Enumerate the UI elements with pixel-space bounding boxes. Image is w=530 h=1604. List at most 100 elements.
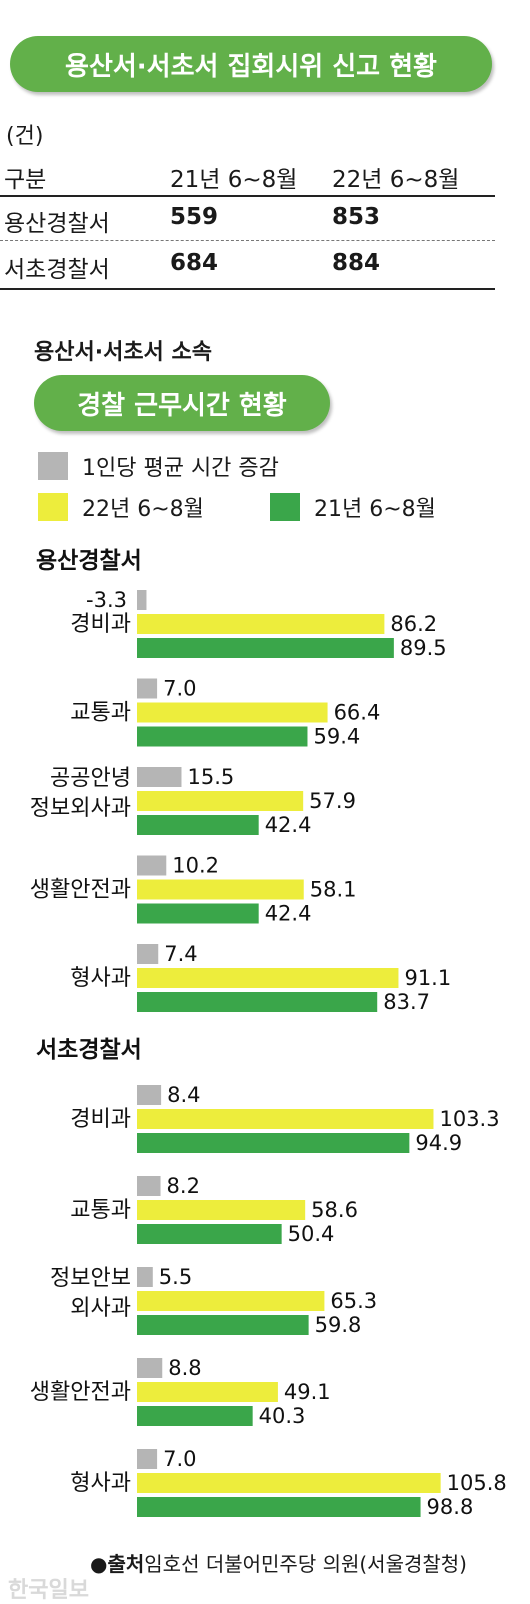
table-divider (0, 195, 495, 197)
category-label: 경비과 (70, 612, 131, 637)
data-label: 98.8 (427, 1495, 474, 1519)
data-label: 50.4 (288, 1222, 335, 1246)
bar-2022 (137, 1382, 278, 1402)
bar-diff (137, 767, 182, 787)
data-label: 7.0 (163, 1447, 196, 1471)
data-label: 58.6 (311, 1198, 358, 1222)
data-label: 65.3 (330, 1289, 377, 1313)
bar-2021 (137, 1224, 282, 1244)
data-label: -3.3 (86, 588, 127, 612)
bar-diff (137, 855, 167, 876)
category-label: 정보안보 (50, 1266, 131, 1291)
table-header-cell: 구분 (4, 167, 47, 193)
bar-diff (137, 1449, 158, 1469)
legend-swatch-yellow (38, 493, 68, 521)
bar-diff (137, 1267, 153, 1287)
table-cell: 684 (170, 250, 219, 276)
bar-2022 (137, 879, 304, 900)
category-label: 정보외사과 (30, 796, 131, 821)
data-label: 42.4 (265, 902, 312, 926)
unit-label: (건) (6, 124, 44, 149)
category-label: 생활안전과 (30, 878, 131, 903)
bar-2022 (137, 1473, 441, 1493)
legend-item: 22년 6~8월 (38, 487, 204, 527)
legend-label: 21년 6~8월 (314, 497, 436, 522)
data-label: 103.3 (439, 1107, 499, 1131)
legend-swatch-gray (38, 452, 68, 480)
table-cell: 용산경찰서 (4, 211, 110, 237)
bar-diff (137, 590, 147, 610)
data-label: 5.5 (159, 1265, 192, 1289)
bar-2022 (137, 968, 399, 988)
data-label: 58.1 (310, 878, 357, 902)
bar-2022 (137, 1109, 434, 1129)
section-label: 서초경찰서 (36, 1037, 142, 1063)
bar-2022 (137, 614, 385, 634)
data-label: 15.5 (187, 765, 234, 789)
data-label: 7.0 (163, 677, 196, 701)
data-label: 66.4 (334, 701, 381, 725)
data-label: 86.2 (390, 612, 437, 636)
category-label: 공공안녕 (50, 766, 131, 791)
bar-2022 (137, 702, 328, 723)
category-label: 생활안전과 (30, 1380, 131, 1405)
table-cell: 853 (332, 204, 381, 230)
data-label: 10.2 (172, 854, 219, 878)
bar-2021 (137, 1315, 309, 1335)
source-label: 출처 (107, 1552, 145, 1576)
table-cell: 서초경찰서 (4, 257, 110, 283)
bar-2021 (137, 992, 378, 1012)
bar-diff (137, 944, 159, 964)
data-label: 40.3 (259, 1404, 306, 1428)
bar-diff (137, 1085, 162, 1105)
bar-diff (137, 1176, 161, 1196)
bar-2021 (137, 638, 394, 658)
data-label: 57.9 (309, 789, 356, 813)
data-label: 89.5 (400, 636, 447, 660)
table-header-cell: 21년 6~8월 (170, 167, 298, 193)
data-label: 59.4 (313, 725, 360, 749)
category-label: 외사과 (70, 1296, 131, 1321)
publisher-logo: 한국일보 (8, 1578, 89, 1603)
chart-subtitle: 용산서·서초서 소속 (34, 340, 212, 365)
data-label: 8.8 (168, 1356, 201, 1380)
bar-2021 (137, 726, 308, 747)
bullet-icon: ● (90, 1552, 108, 1576)
bar-2021 (137, 815, 259, 835)
bar-2021 (137, 1406, 253, 1426)
category-label: 형사과 (70, 1471, 131, 1496)
table-cell: 559 (170, 204, 219, 230)
category-label: 교통과 (70, 701, 131, 726)
legend-label: 1인당 평균 시간 증감 (82, 456, 279, 481)
section-label: 용산경찰서 (36, 548, 142, 574)
data-label: 8.2 (167, 1174, 200, 1198)
legend-item: 21년 6~8월 (270, 487, 436, 527)
table-cell: 884 (332, 250, 381, 276)
data-label: 49.1 (284, 1380, 331, 1404)
bar-2021 (137, 903, 259, 924)
data-label: 91.1 (404, 966, 451, 990)
data-label: 83.7 (383, 990, 430, 1014)
data-label: 94.9 (415, 1131, 462, 1155)
bar-2022 (137, 1291, 325, 1311)
table-header-cell: 22년 6~8월 (332, 167, 460, 193)
chart-title: 용산서·서초서 집회시위 신고 현황 (10, 36, 492, 92)
table-row: 서초경찰서 684 884 (0, 242, 495, 288)
data-label: 7.4 (164, 942, 197, 966)
bar-2021 (137, 1497, 421, 1517)
category-label: 경비과 (70, 1107, 131, 1132)
legend-item: 1인당 평균 시간 증감 (38, 446, 279, 486)
bar-diff (137, 678, 158, 699)
category-label: 형사과 (70, 966, 131, 991)
source-text: 임호선 더불어민주당 의원(서울경찰청) (144, 1552, 467, 1576)
data-label: 42.4 (265, 813, 312, 837)
bar-2022 (137, 1200, 306, 1220)
table-header-row: 구분 21년 6~8월 22년 6~8월 (0, 152, 495, 198)
bar-2022 (137, 791, 304, 811)
table-divider (0, 288, 495, 290)
bar-2021 (137, 1133, 410, 1153)
table-row: 용산경찰서 559 853 (0, 196, 495, 242)
chart-section-title: 경찰 근무시간 현황 (34, 375, 330, 431)
source-note: ●출처임호선 더불어민주당 의원(서울경찰청) (90, 1548, 467, 1577)
